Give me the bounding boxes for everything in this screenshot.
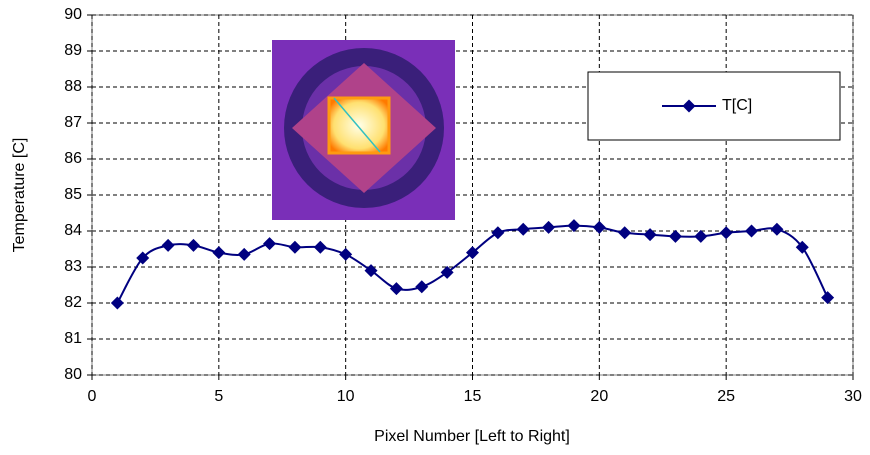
y-tick-label: 88 — [64, 78, 82, 95]
data-marker — [795, 240, 809, 254]
y-tick-label: 84 — [64, 222, 82, 239]
data-marker — [110, 296, 124, 310]
x-tick-label: 5 — [214, 388, 223, 405]
y-tick-label: 80 — [64, 366, 82, 383]
data-marker — [592, 220, 606, 234]
data-marker — [186, 238, 200, 252]
data-marker — [466, 246, 479, 260]
data-marker — [136, 251, 150, 265]
data-marker — [745, 224, 759, 238]
data-marker — [415, 280, 429, 294]
data-marker — [694, 229, 708, 243]
y-tick-label: 85 — [64, 186, 82, 203]
x-tick-label: 30 — [844, 388, 862, 405]
data-marker — [389, 282, 403, 296]
data-marker — [440, 265, 454, 279]
data-marker — [542, 220, 556, 234]
y-tick-label: 87 — [64, 114, 82, 131]
data-marker — [719, 226, 733, 240]
data-marker — [567, 219, 581, 233]
data-marker — [212, 246, 226, 260]
x-tick-label: 0 — [88, 388, 97, 405]
x-tick-label: 15 — [464, 388, 482, 405]
data-marker — [313, 240, 327, 254]
data-marker — [237, 247, 251, 261]
data-marker — [770, 222, 784, 236]
y-tick-label: 82 — [64, 294, 82, 311]
y-tick-label: 90 — [64, 6, 82, 23]
data-marker — [263, 237, 277, 251]
legend: T[C] — [587, 71, 841, 141]
y-tick-label: 89 — [64, 42, 82, 59]
y-tick-label: 83 — [64, 258, 82, 275]
data-marker — [618, 226, 632, 240]
data-marker — [288, 240, 302, 254]
y-tick-label: 81 — [64, 330, 82, 347]
legend-label: T[C] — [722, 97, 752, 114]
x-tick-label: 10 — [337, 388, 355, 405]
data-marker — [491, 226, 505, 240]
data-marker — [339, 247, 353, 261]
inset-thermal-image — [272, 40, 455, 220]
data-marker — [643, 228, 657, 242]
data-marker — [364, 264, 378, 278]
data-marker — [161, 238, 175, 252]
data-marker — [821, 291, 835, 305]
y-axis-label: Temperature [C] — [11, 138, 28, 253]
data-marker — [516, 222, 530, 236]
y-tick-label: 86 — [64, 150, 82, 167]
data-marker — [668, 229, 682, 243]
x-axis-label: Pixel Number [Left to Right] — [374, 428, 570, 445]
x-tick-label: 20 — [590, 388, 608, 405]
legend-marker — [682, 99, 696, 113]
x-tick-label: 25 — [717, 388, 735, 405]
